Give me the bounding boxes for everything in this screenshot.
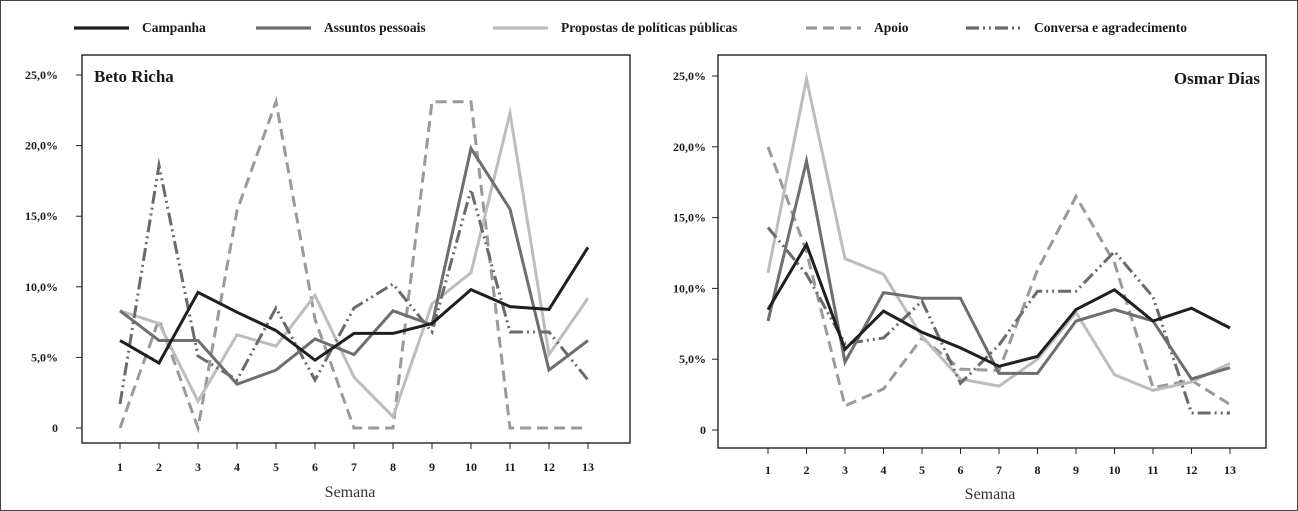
x-tick-label: 12 (1186, 463, 1198, 477)
series-line-campanha (766, 241, 1231, 368)
y-tick-label: 5,0% (679, 352, 706, 366)
y-tick-label: 15,0% (25, 209, 58, 223)
x-tick-label: 5 (273, 460, 279, 474)
legend-item-apoio: Apoio (806, 20, 909, 35)
x-tick-label: 7 (996, 463, 1002, 477)
plot-frame (81, 54, 631, 444)
legend-item-propostas-de-politicas-publicas: Propostas de políticas públicas (493, 20, 737, 35)
x-tick-label: 6 (958, 463, 964, 477)
legend-item-conversa-e-agradecimento: Conversa e agradecimento (966, 20, 1187, 35)
x-tick-label: 8 (1035, 463, 1041, 477)
legend-label-apoio: Apoio (874, 20, 909, 35)
y-tick-label: 20,0% (673, 140, 706, 154)
series-line-apoio (118, 96, 588, 434)
y-tick-label: 20,0% (25, 139, 58, 153)
x-tick-label: 10 (1109, 463, 1121, 477)
legend-label-conversa-e-agradecimento: Conversa e agradecimento (1034, 20, 1187, 35)
x-tick-label: 2 (156, 460, 162, 474)
x-tick-label: 13 (582, 460, 594, 474)
x-tick-label: 1 (117, 460, 123, 474)
x-tick-label: 5 (919, 463, 925, 477)
y-tick-label: 10,0% (673, 281, 706, 295)
legend: Campanha Assuntos pessoais Propostas de po… (74, 20, 1187, 35)
y-tick-label: 15,0% (673, 211, 706, 225)
y-tick-label: 10,0% (25, 280, 58, 294)
x-tick-label: 10 (465, 460, 477, 474)
x-axis-label: Semana (965, 486, 1016, 503)
panel-osmar-dias: 05,0%10,0%15,0%20,0%25,0%1 2 3 4 5 6 7 8 9 10 11 12… (673, 54, 1267, 503)
x-tick-label: 4 (881, 463, 887, 477)
x-tick-label: 13 (1224, 463, 1236, 477)
x-axis-label: Semana (325, 484, 376, 501)
x-tick-label: 6 (312, 460, 318, 474)
legend-label-propostas-de-politicas-publicas: Propostas de políticas públicas (561, 20, 737, 35)
x-tick-label: 11 (1147, 463, 1158, 477)
y-tick-label: 0 (52, 421, 58, 435)
x-tick-label: 4 (234, 460, 240, 474)
series-line-conversa-e-agradecimento (118, 157, 590, 405)
y-tick-label: 5,0% (31, 350, 58, 364)
legend-item-campanha: Campanha (74, 20, 206, 35)
legend-label-assuntos-pessoais: Assuntos pessoais (324, 20, 426, 35)
x-tick-label: 3 (842, 463, 848, 477)
x-tick-label: 7 (351, 460, 357, 474)
series-line-campanha (119, 246, 590, 366)
x-tick-label: 8 (390, 460, 396, 474)
x-tick-label: 1 (765, 463, 771, 477)
y-tick-label: 25,0% (673, 69, 706, 83)
plot-frame (717, 54, 1267, 449)
legend-item-assuntos-pessoais: Assuntos pessoais (256, 20, 426, 35)
series-line-propostas-de-politicas-publicas (766, 71, 1231, 392)
x-tick-label: 2 (804, 463, 810, 477)
y-tick-label: 25,0% (25, 68, 58, 82)
series-line-assuntos-pessoais (119, 144, 589, 386)
legend-label-campanha: Campanha (142, 20, 206, 35)
y-tick-label: 0 (700, 423, 706, 437)
x-tick-label: 12 (543, 460, 555, 474)
panel-beto-richa: 05,0%10,0%15,0%20,0%25,0%1 2 3 4 5 6 7 8 9 10 11 12… (25, 54, 631, 501)
x-tick-label: 9 (429, 460, 435, 474)
series-line-propostas-de-politicas-publicas (119, 105, 590, 420)
series-line-conversa-e-agradecimento (766, 226, 1230, 415)
x-tick-label: 9 (1073, 463, 1079, 477)
x-tick-label: 11 (504, 460, 515, 474)
x-tick-label: 3 (195, 460, 201, 474)
panel-title: Osmar Dias (1174, 69, 1260, 88)
panel-title: Beto Richa (94, 67, 174, 86)
